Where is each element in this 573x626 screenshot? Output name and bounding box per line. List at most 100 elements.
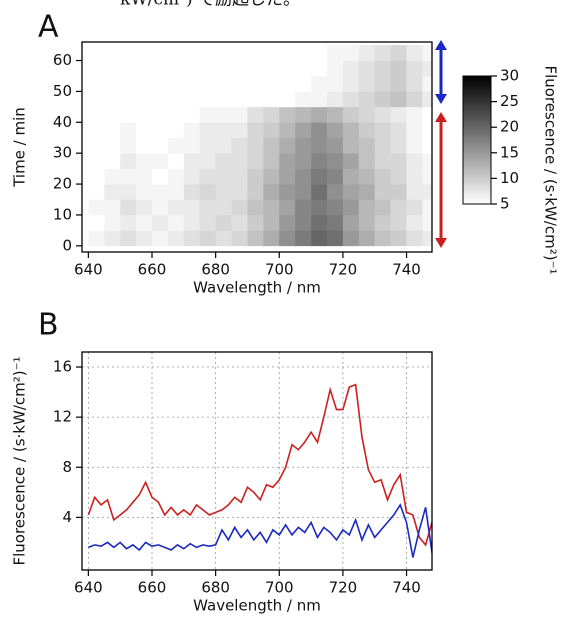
heatmap-cell [358, 137, 376, 154]
heatmap-cell [231, 75, 248, 92]
heatmap-cell [247, 214, 264, 231]
colorbar [462, 75, 492, 205]
heatmap-cell [199, 75, 216, 92]
heatmap-cell [406, 45, 423, 61]
heatmap-cell [374, 214, 391, 231]
heatmap-cell [327, 184, 344, 200]
heatmap-cell [358, 168, 376, 185]
heatmap-cell [422, 91, 432, 108]
heatmap-cell [167, 75, 185, 92]
heatmap-cell [183, 75, 201, 92]
heatmap-cell [183, 230, 201, 247]
heatmap-cell [406, 60, 423, 77]
heatmap-cell [231, 60, 248, 77]
heatmap-cell [167, 230, 185, 247]
heatmap-cell [390, 199, 407, 216]
heatmap-cell [374, 168, 391, 185]
heatmap-cell [167, 106, 185, 123]
heatmap-cell [374, 106, 391, 123]
heatmap-cell [390, 184, 407, 200]
heatmap-cell [215, 199, 232, 216]
heatmap-cell [247, 75, 264, 92]
heatmap-cell [295, 60, 312, 77]
heatmap-cell [422, 106, 432, 123]
heatmap-cell [215, 214, 232, 231]
heatmap-cell [104, 91, 121, 108]
heatmap-cell [136, 60, 153, 77]
heatmap-cell [422, 199, 432, 216]
heatmap-cell [247, 45, 264, 61]
heatmap-cell [215, 45, 232, 61]
heatmap-cell [183, 45, 201, 61]
heatmap-cell [358, 106, 376, 123]
heatmap-cell [152, 122, 169, 139]
heatmap-cell [390, 60, 407, 77]
colorbar-tick-label: 5 [500, 195, 510, 213]
heatmap-cell [342, 137, 360, 154]
heatmap-cell [183, 153, 201, 169]
heatmap-cell [342, 91, 360, 108]
heatmap-cell [342, 122, 360, 139]
heatmap-cell [104, 106, 121, 123]
heatmap-cell [104, 199, 121, 216]
heatmap-cell [390, 153, 407, 169]
heatmap-cell [263, 106, 280, 123]
heatmap-cell [390, 45, 407, 61]
heatmap-cell [327, 106, 344, 123]
heatmap-cell [311, 91, 328, 108]
x-tick-label: 720 [329, 579, 358, 597]
y-tick-label: 0 [62, 236, 72, 254]
heatmap-cell [342, 214, 360, 231]
heatmap-cell [422, 168, 432, 185]
heatmap-cell [327, 60, 344, 77]
heatmap-cell [374, 230, 391, 247]
heatmap-cell [406, 184, 423, 200]
heatmap-cell [88, 137, 105, 154]
heatmap-cell [279, 184, 296, 200]
heatmap-cell [390, 122, 407, 139]
heatmap-cell [295, 168, 312, 185]
heatmap-cell [406, 106, 423, 123]
heatmap-cell [136, 122, 153, 139]
heatmap-cell [327, 199, 344, 216]
heatmap-cell [167, 184, 185, 200]
heatmap-cell [279, 106, 296, 123]
heatmap-cell [199, 106, 216, 123]
heatmap-cell [104, 214, 121, 231]
heatmap-cell [167, 60, 185, 77]
heatmap-cell [215, 106, 232, 123]
heatmap-cell [390, 137, 407, 154]
caption-fragment: kW/cm²) で励起した。 [120, 0, 300, 10]
heatmap-cell [104, 75, 121, 92]
heatmap-cell [263, 137, 280, 154]
heatmap-cell [104, 60, 121, 77]
x-tick-label: 640 [74, 261, 103, 279]
heatmap-cell [358, 214, 376, 231]
heatmap-cell [390, 230, 407, 247]
heatmap-cell [88, 214, 105, 231]
heatmap-cell [295, 45, 312, 61]
heatmap-cell [263, 230, 280, 247]
heatmap-cell [199, 153, 216, 169]
heatmap-cell [358, 153, 376, 169]
heatmap-cell [183, 60, 201, 77]
heatmap-cell [152, 137, 169, 154]
heatmap-cell [279, 199, 296, 216]
heatmap-cell [374, 199, 391, 216]
heatmap-cell [199, 122, 216, 139]
heatmap-cell [295, 230, 312, 247]
heatmap-cell [120, 137, 137, 154]
heatmap-cell [215, 153, 232, 169]
heatmap-cell [136, 137, 153, 154]
heatmap-cell [263, 91, 280, 108]
heatmap-cell [152, 45, 169, 61]
heatmap-cell [88, 184, 105, 200]
x-tick-label: 700 [265, 261, 294, 279]
heatmap-cell [311, 153, 328, 169]
heatmap-cell [215, 91, 232, 108]
heatmap-cell [279, 60, 296, 77]
heatmap-cell [231, 153, 248, 169]
heatmap-cell [215, 75, 232, 92]
heatmap-cell [342, 45, 360, 61]
